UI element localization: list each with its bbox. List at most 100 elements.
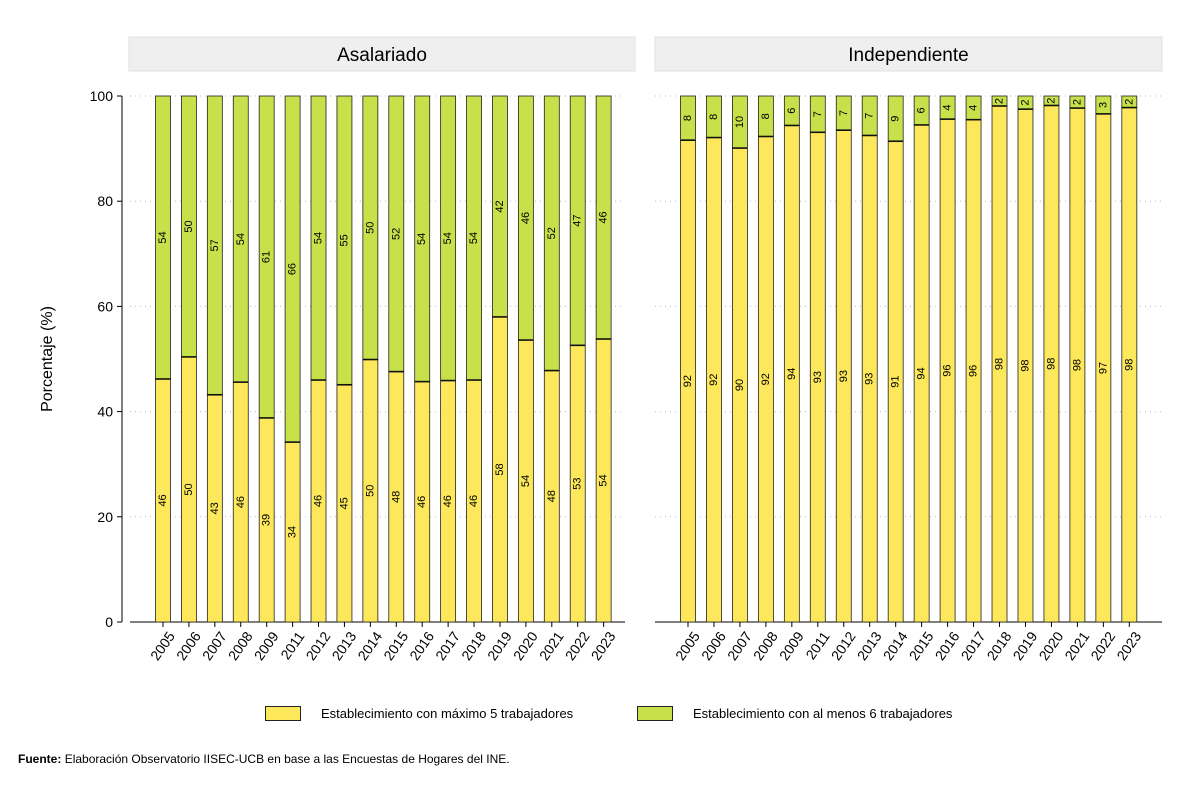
x-tick-label-asalariado-2008: 2008 (225, 628, 256, 663)
data-label-asalariado-small-2021: 48 (546, 490, 558, 502)
data-label-independiente-small-2023: 98 (1123, 359, 1135, 371)
data-label-independiente-small-2011: 93 (812, 371, 824, 383)
legend-item-large: Establecimiento con al menos 6 trabajado… (637, 706, 952, 721)
data-label-asalariado-large-2007: 57 (209, 239, 221, 251)
legend-swatch-large (637, 706, 673, 721)
data-label-asalariado-large-2018: 54 (468, 232, 480, 244)
data-label-independiente-small-2009: 94 (786, 368, 798, 380)
data-label-asalariado-small-2013: 45 (338, 497, 350, 509)
data-label-independiente-large-2015: 6 (916, 107, 928, 113)
x-tick-label-asalariado-2007: 2007 (199, 628, 230, 663)
data-label-asalariado-large-2014: 50 (364, 222, 376, 234)
x-tick-label-asalariado-2014: 2014 (354, 628, 385, 663)
data-label-independiente-large-2005: 8 (682, 115, 694, 121)
panel-title-independiente: Independiente (848, 45, 968, 66)
data-label-independiente-small-2012: 93 (838, 370, 850, 382)
data-label-asalariado-small-2016: 46 (416, 496, 428, 508)
x-tick-label-independiente-2018: 2018 (984, 628, 1015, 663)
data-label-independiente-small-2019: 98 (1019, 359, 1031, 371)
y-tick-label: 60 (97, 298, 113, 314)
data-label-asalariado-small-2008: 46 (235, 496, 247, 508)
x-tick-label-asalariado-2013: 2013 (328, 628, 359, 663)
data-label-independiente-large-2012: 7 (838, 110, 850, 116)
data-label-asalariado-large-2006: 50 (183, 220, 195, 232)
x-tick-label-independiente-2013: 2013 (854, 628, 885, 663)
data-label-independiente-small-2016: 96 (942, 364, 954, 376)
x-tick-label-asalariado-2015: 2015 (380, 628, 411, 663)
y-tick-label: 80 (97, 193, 113, 209)
data-label-asalariado-small-2019: 58 (494, 463, 506, 475)
data-label-asalariado-small-2018: 46 (468, 495, 480, 507)
x-tick-label-asalariado-2023: 2023 (588, 628, 619, 663)
data-label-independiente-small-2022: 97 (1097, 362, 1109, 374)
x-tick-label-independiente-2006: 2006 (698, 628, 729, 663)
x-tick-label-independiente-2011: 2011 (802, 628, 832, 662)
data-label-independiente-small-2020: 98 (1045, 358, 1057, 370)
x-tick-label-independiente-2009: 2009 (776, 628, 807, 663)
data-label-independiente-large-2017: 4 (968, 105, 980, 111)
data-label-independiente-large-2023: 2 (1123, 99, 1135, 105)
data-label-independiente-small-2013: 93 (864, 373, 876, 385)
data-label-asalariado-large-2017: 54 (442, 232, 454, 244)
legend-swatch-small (265, 706, 301, 721)
data-label-independiente-large-2014: 9 (890, 116, 902, 122)
y-tick-label: 100 (90, 88, 114, 104)
source-text: Elaboración Observatorio IISEC-UCB en ba… (64, 752, 510, 766)
x-tick-label-independiente-2012: 2012 (828, 628, 859, 663)
data-label-independiente-large-2006: 8 (708, 114, 720, 120)
data-label-asalariado-large-2015: 52 (390, 228, 402, 240)
x-tick-label-asalariado-2009: 2009 (251, 628, 282, 663)
x-tick-label-independiente-2017: 2017 (958, 628, 989, 663)
data-label-independiente-small-2018: 98 (994, 358, 1006, 370)
data-label-independiente-small-2007: 90 (734, 379, 746, 391)
data-label-independiente-large-2022: 3 (1097, 102, 1109, 108)
x-tick-label-asalariado-2018: 2018 (458, 628, 489, 663)
panel-header-asalariado (128, 36, 636, 72)
x-tick-label-independiente-2016: 2016 (932, 628, 963, 663)
data-label-asalariado-large-2013: 55 (338, 234, 350, 246)
y-tick-label: 0 (105, 614, 113, 630)
x-tick-label-asalariado-2011: 2011 (277, 628, 307, 662)
data-label-independiente-small-2015: 94 (916, 367, 928, 379)
data-label-independiente-large-2020: 2 (1045, 98, 1057, 104)
y-axis-title: Porcentaje (%) (39, 306, 56, 412)
data-label-asalariado-large-2021: 52 (546, 227, 558, 239)
x-tick-label-asalariado-2020: 2020 (510, 628, 541, 663)
legend-label-large: Establecimiento con al menos 6 trabajado… (693, 706, 953, 721)
data-label-asalariado-small-2020: 54 (520, 475, 532, 487)
panel-title-asalariado: Asalariado (337, 45, 427, 66)
x-tick-label-asalariado-2006: 2006 (173, 628, 204, 663)
x-tick-label-independiente-2015: 2015 (906, 628, 937, 663)
source-label: Fuente: (18, 752, 62, 766)
data-label-asalariado-large-2023: 46 (598, 211, 610, 223)
panel-header-independiente (654, 36, 1163, 72)
data-label-asalariado-large-2016: 54 (416, 233, 428, 245)
x-tick-label-independiente-2007: 2007 (724, 628, 755, 663)
data-label-asalariado-large-2008: 54 (235, 233, 247, 245)
data-label-independiente-large-2018: 2 (994, 98, 1006, 104)
data-label-independiente-small-2005: 92 (682, 375, 694, 387)
x-tick-label-asalariado-2019: 2019 (484, 628, 515, 663)
x-tick-label-asalariado-2021: 2021 (536, 628, 567, 663)
x-tick-label-independiente-2021: 2021 (1061, 628, 1092, 663)
data-label-independiente-small-2008: 92 (760, 373, 772, 385)
data-label-asalariado-large-2019: 42 (494, 200, 506, 212)
data-label-independiente-small-2014: 91 (890, 375, 902, 387)
data-label-asalariado-small-2022: 53 (572, 478, 584, 490)
data-label-independiente-large-2008: 8 (760, 113, 772, 119)
x-tick-label-asalariado-2012: 2012 (303, 628, 334, 663)
x-tick-label-independiente-2023: 2023 (1113, 628, 1144, 663)
legend: Establecimiento con máximo 5 trabajadore… (265, 706, 1025, 728)
x-tick-label-asalariado-2017: 2017 (432, 628, 463, 663)
x-tick-label-independiente-2020: 2020 (1035, 628, 1066, 663)
source-note: Fuente: Elaboración Observatorio IISEC-U… (18, 752, 510, 766)
x-tick-label-independiente-2005: 2005 (672, 628, 703, 663)
data-label-independiente-large-2021: 2 (1071, 99, 1083, 105)
data-label-independiente-large-2011: 7 (812, 111, 824, 117)
data-label-asalariado-large-2020: 46 (520, 212, 532, 224)
data-label-asalariado-small-2023: 54 (598, 474, 610, 486)
data-label-independiente-small-2006: 92 (708, 374, 720, 386)
data-label-asalariado-small-2014: 50 (364, 485, 376, 497)
x-tick-label-independiente-2014: 2014 (880, 628, 911, 663)
